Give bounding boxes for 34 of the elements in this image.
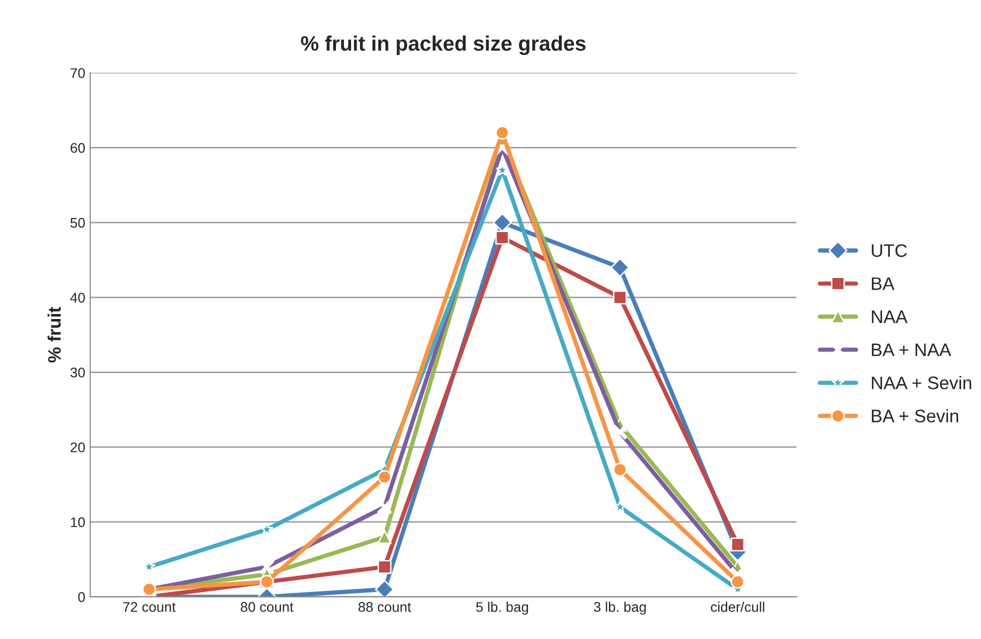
y-tick-label: 20 <box>70 442 85 452</box>
y-tick-label: 0 <box>78 592 85 602</box>
point <box>730 537 745 552</box>
y-tick-label: 50 <box>70 218 85 228</box>
y-tick-label: 10 <box>71 517 85 528</box>
x-tick-label: 72 count <box>123 602 176 612</box>
point <box>378 530 392 544</box>
point <box>613 290 627 304</box>
legend-label: NAA + Sevin <box>872 376 972 390</box>
x-tick-label: 80 count <box>240 602 294 612</box>
y-tick-label: 30 <box>70 368 85 378</box>
legend-label: BA <box>872 277 894 290</box>
point <box>492 213 512 232</box>
legend-label: BA + Sevin <box>872 409 958 422</box>
y-tick-label: 70 <box>70 68 85 78</box>
point <box>610 258 630 277</box>
point <box>378 560 392 574</box>
y-tick-label: 60 <box>70 143 85 153</box>
x-tick-label: 88 count <box>358 602 412 612</box>
x-tick-label: 3 lb. bag <box>594 602 646 615</box>
y-tick-label: 40 <box>70 292 85 303</box>
y-axis-title: % fruit <box>48 306 61 362</box>
point <box>378 470 392 484</box>
legend-label: UTC <box>872 244 907 257</box>
point <box>495 126 510 140</box>
point <box>375 580 394 597</box>
point <box>730 574 745 589</box>
chart-title: % fruit in packed size grades <box>300 36 586 56</box>
point <box>613 462 627 477</box>
legend-label: NAA <box>872 310 908 323</box>
point <box>495 230 510 244</box>
x-tick-label: 5 lb. bag <box>476 602 528 615</box>
x-tick-label: cider/cull <box>710 602 764 612</box>
legend-label: BA + NAA <box>872 344 952 356</box>
